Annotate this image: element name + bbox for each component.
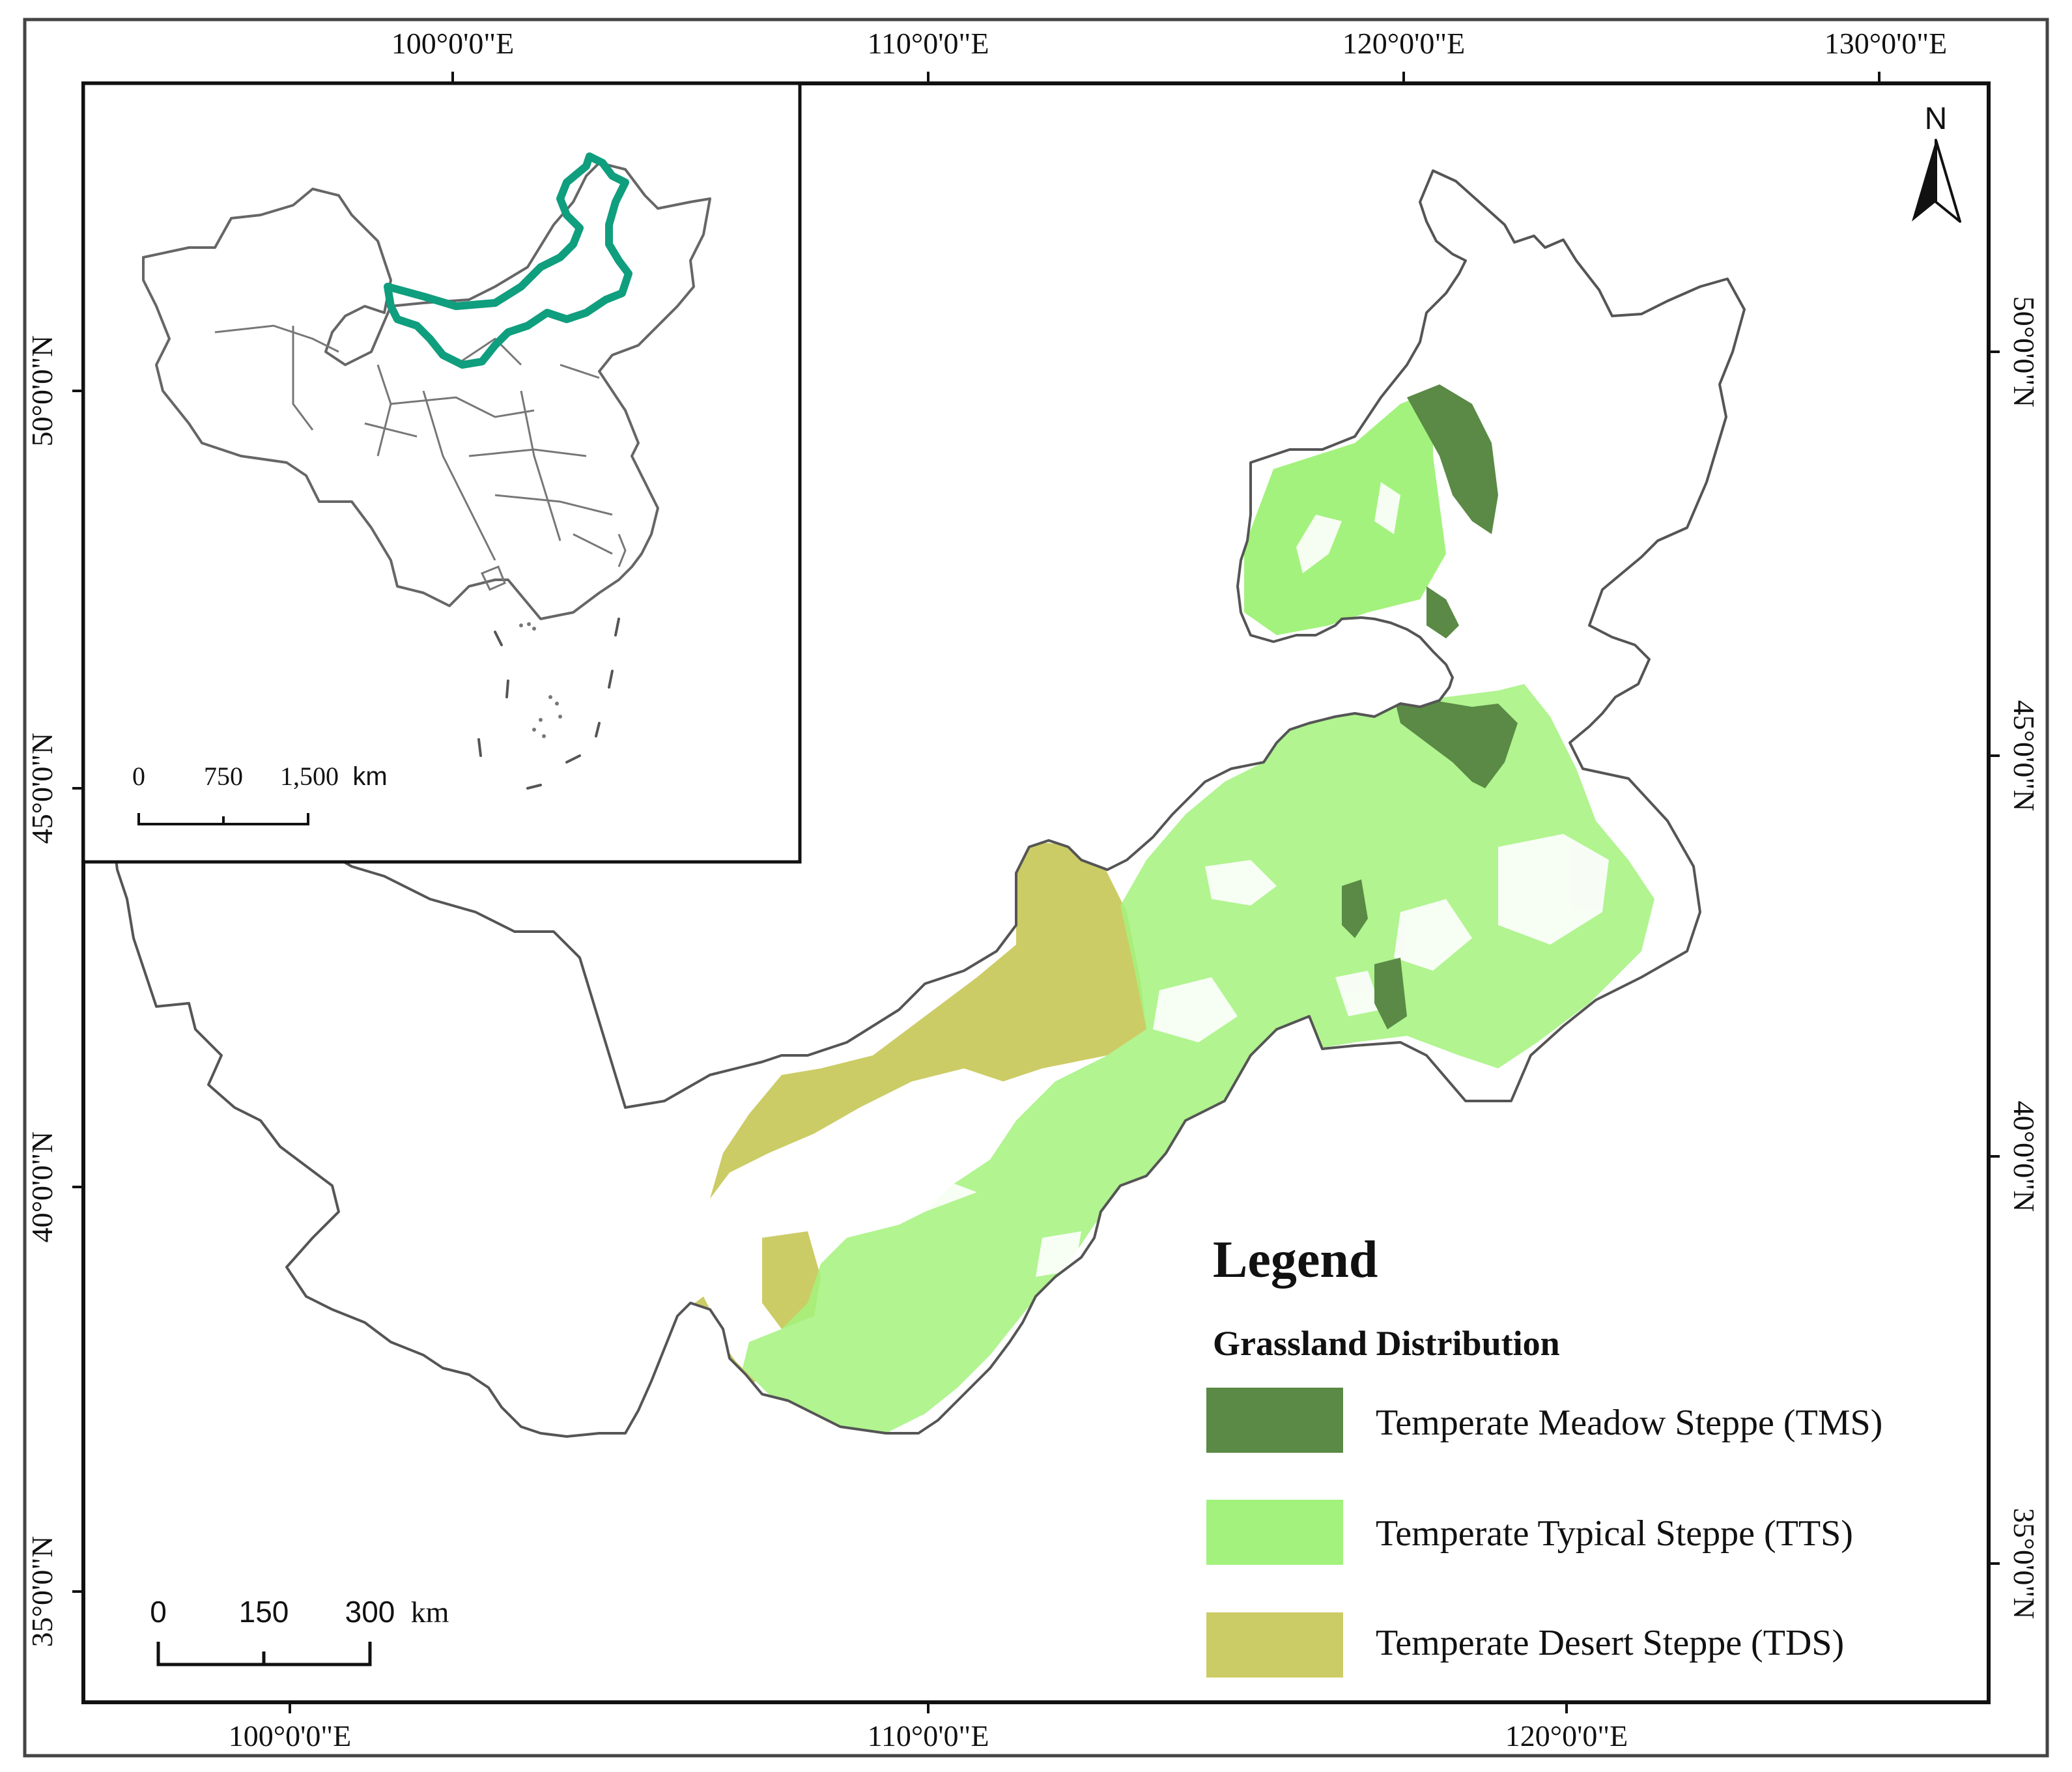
main-scale-label: 150 [239,1595,289,1629]
bottom-lon-label: 110°0'0"E [868,1719,989,1752]
right-lat-label: 45°0'0"N [2008,700,2041,812]
top-lon-label: 130°0'0"E [1824,27,1948,60]
inset-map: 0 750 1,500 km [81,81,802,864]
legend-label-tds: Temperate Desert Steppe (TDS) [1376,1623,1844,1663]
right-lat-label: 50°0'0"N [2008,296,2041,408]
bottom-lon-label: 100°0'0"E [229,1719,352,1752]
top-lon-label: 100°0'0"E [391,27,515,60]
legend-title: Legend [1213,1231,1378,1289]
legend-label-tts: Temperate Typical Steppe (TTS) [1376,1513,1853,1554]
main-scale-bar: 0 150 300 km [150,1595,449,1666]
top-lon-label: 110°0'0"E [868,27,989,60]
tts-zones [743,391,1654,1433]
region-outline [113,169,1746,1438]
legend-subtitle: Grassland Distribution [1213,1324,1560,1363]
frame-ticks [72,72,2000,1713]
inset-scale-unit: km [352,762,387,791]
bottom-lon-label: 120°0'0"E [1505,1719,1628,1752]
main-scale-label: 0 [150,1595,167,1629]
inset-scale-label: 750 [204,762,243,791]
inset-frame [81,81,802,864]
inset-scale-label: 0 [132,762,145,791]
main-scale-label: 300 [345,1595,395,1629]
legend-swatch-tds [1206,1612,1343,1678]
main-scale-unit: km [411,1595,449,1629]
tms-zones [1342,384,1518,1029]
island-dots [519,622,562,738]
left-lat-label: 50°0'0"N [25,336,59,447]
legend-swatch-tms [1206,1388,1343,1453]
legend-swatch-tts [1206,1500,1343,1565]
inset-scale-bar: 0 750 1,500 km [132,762,388,825]
legend: Legend Grassland Distribution Temperate … [1206,1231,1882,1678]
left-lat-label: 35°0'0"N [25,1536,59,1648]
right-lat-label: 40°0'0"N [2008,1101,2041,1212]
inset-scale-label: 1,500 [280,762,339,791]
inner-mongolia-highlight [384,152,632,369]
legend-label-tms: Temperate Meadow Steppe (TMS) [1376,1403,1882,1443]
outer-frame [23,18,2049,1758]
left-lat-label: 45°0'0"N [25,733,59,844]
north-arrow: N [1912,102,1961,223]
south-china-sea-dashes [477,618,620,790]
top-lon-label: 120°0'0"E [1342,27,1466,60]
right-lat-label: 35°0'0"N [2008,1508,2041,1620]
china-outline [142,162,711,620]
left-lat-label: 40°0'0"N [25,1132,59,1243]
north-arrow-label: N [1925,102,1948,136]
